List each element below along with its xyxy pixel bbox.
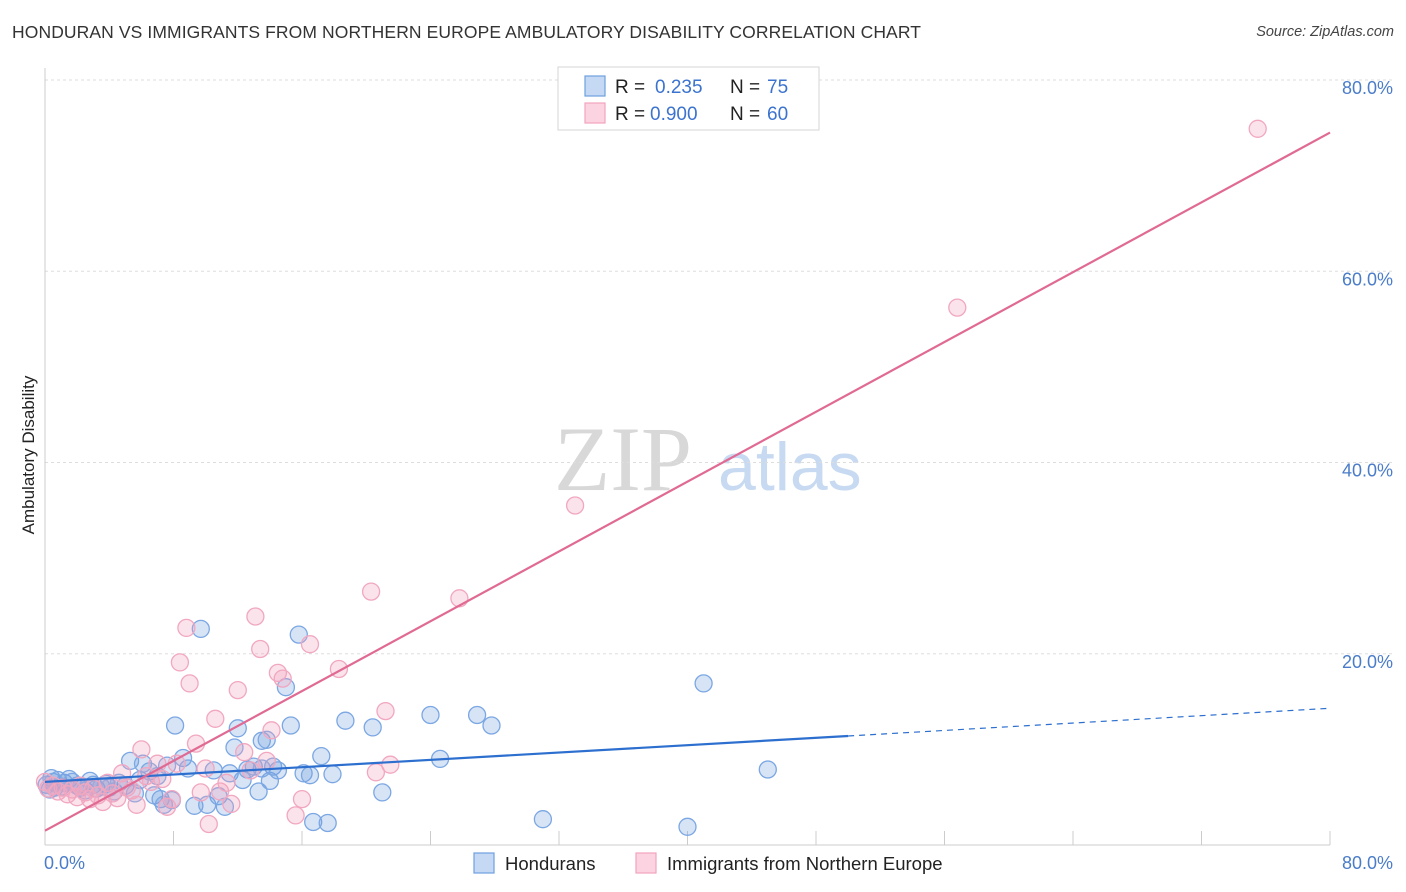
northern-europe-point: [286, 806, 305, 825]
bottom-legend-swatch-hondurans: [473, 852, 495, 874]
legend-swatch-northern-europe: [584, 102, 606, 124]
northern-europe-point: [257, 751, 276, 771]
honduran-point: [467, 705, 487, 725]
northern-europe-trend-line: [44, 131, 1331, 832]
northern-europe-point: [235, 743, 254, 762]
northern-europe-point: [162, 789, 182, 809]
northern-europe-point: [381, 755, 400, 774]
northern-europe-point: [177, 618, 196, 638]
trend-lines: [44, 131, 1331, 832]
honduran-point: [304, 812, 323, 832]
honduran-point: [323, 765, 342, 784]
honduran-point: [533, 810, 553, 829]
source-credit: Source: ZipAtlas.com: [1256, 24, 1394, 40]
legend-n-value-1: 75: [767, 77, 788, 98]
northern-europe-point: [300, 635, 320, 654]
honduran-point: [318, 813, 337, 833]
legend-swatch-hondurans: [584, 75, 606, 97]
honduran-point: [678, 817, 697, 836]
northern-europe-point: [251, 639, 270, 659]
northern-europe-point: [361, 582, 381, 601]
northern-europe-point: [196, 759, 215, 778]
honduran-point: [312, 746, 331, 766]
y-tick-label: 80.0%: [1342, 78, 1393, 98]
northern-europe-point: [222, 794, 241, 814]
honduran-point: [294, 764, 313, 783]
y-tick-label: 60.0%: [1342, 269, 1393, 289]
honduran-point: [281, 716, 300, 735]
honduran-point: [363, 718, 382, 737]
northern-europe-point: [246, 607, 265, 626]
northern-europe-point: [292, 789, 312, 809]
legend-r-label-2: R =: [615, 104, 645, 125]
bottom-legend-label-northern-europe: Immigrants from Northern Europe: [667, 853, 943, 874]
northern-europe-point: [170, 653, 190, 672]
honduran-point: [165, 716, 185, 735]
northern-europe-point: [948, 298, 967, 317]
legend-r-value-2: 0.900: [650, 104, 698, 125]
northern-europe-point: [180, 674, 199, 693]
northern-europe-point: [167, 754, 186, 773]
gridlines: [45, 79, 1392, 655]
honduran-point: [373, 783, 392, 802]
legend-r-value-1: 0.235: [655, 77, 703, 98]
y-axis-label: Ambulatory Disability: [19, 375, 38, 534]
watermark-atlas: atlas: [718, 429, 862, 505]
honduran-point: [694, 674, 713, 693]
northern-europe-point: [217, 773, 236, 792]
x-tick-label: 0.0%: [44, 853, 85, 873]
bottom-legend-swatch-northern-europe: [635, 852, 657, 874]
northern-europe-point: [191, 783, 210, 802]
axes: [44, 68, 1331, 846]
honduran-point: [225, 738, 244, 757]
honduran-point: [257, 730, 276, 749]
northern-europe-point: [1248, 119, 1267, 138]
legend-n-label-2: N =: [730, 104, 760, 125]
northern-europe-point: [273, 669, 292, 688]
tick-labels: 20.0% 40.0% 60.0% 80.0% 0.0% 80.0%: [44, 78, 1393, 873]
northern-europe-point: [366, 763, 386, 782]
chart-title: HONDURAN VS IMMIGRANTS FROM NORTHERN EUR…: [12, 22, 922, 42]
northern-europe-point: [262, 721, 281, 740]
honduran-point: [300, 766, 320, 785]
northern-europe-point: [565, 496, 585, 515]
northern-europe-point: [127, 795, 146, 814]
northern-europe-point: [199, 814, 218, 834]
honduran-trend-line: [44, 734, 849, 783]
y-tick-label: 40.0%: [1342, 461, 1393, 481]
northern-europe-point: [153, 769, 172, 789]
honduran-point: [482, 716, 501, 735]
northern-europe-point: [450, 589, 469, 608]
honduran-point: [249, 782, 268, 801]
legend-r-label-1: R =: [615, 77, 645, 98]
northern-europe-point: [132, 740, 151, 759]
watermark-zip: ZIP: [554, 408, 692, 510]
honduran-point: [336, 711, 355, 730]
honduran-point: [421, 705, 440, 725]
northern-europe-point: [206, 709, 225, 728]
honduran-point: [758, 760, 777, 779]
y-tick-label: 20.0%: [1342, 652, 1393, 672]
honduran-trend-extension: [848, 707, 1331, 737]
honduran-point: [191, 619, 210, 639]
northern-europe-point: [228, 680, 247, 700]
x-tick-label: 80.0%: [1342, 853, 1393, 873]
legend-n-value-2: 60: [767, 104, 788, 125]
northern-europe-point: [268, 663, 288, 683]
legend-n-label-1: N =: [730, 77, 760, 98]
northern-europe-point: [376, 701, 395, 721]
series-legend: Hondurans Immigrants from Northern Europ…: [473, 852, 943, 874]
bottom-legend-label-hondurans: Hondurans: [505, 853, 596, 874]
correlation-legend: R = 0.235 N = 75 R = 0.900 N = 60: [557, 66, 820, 131]
